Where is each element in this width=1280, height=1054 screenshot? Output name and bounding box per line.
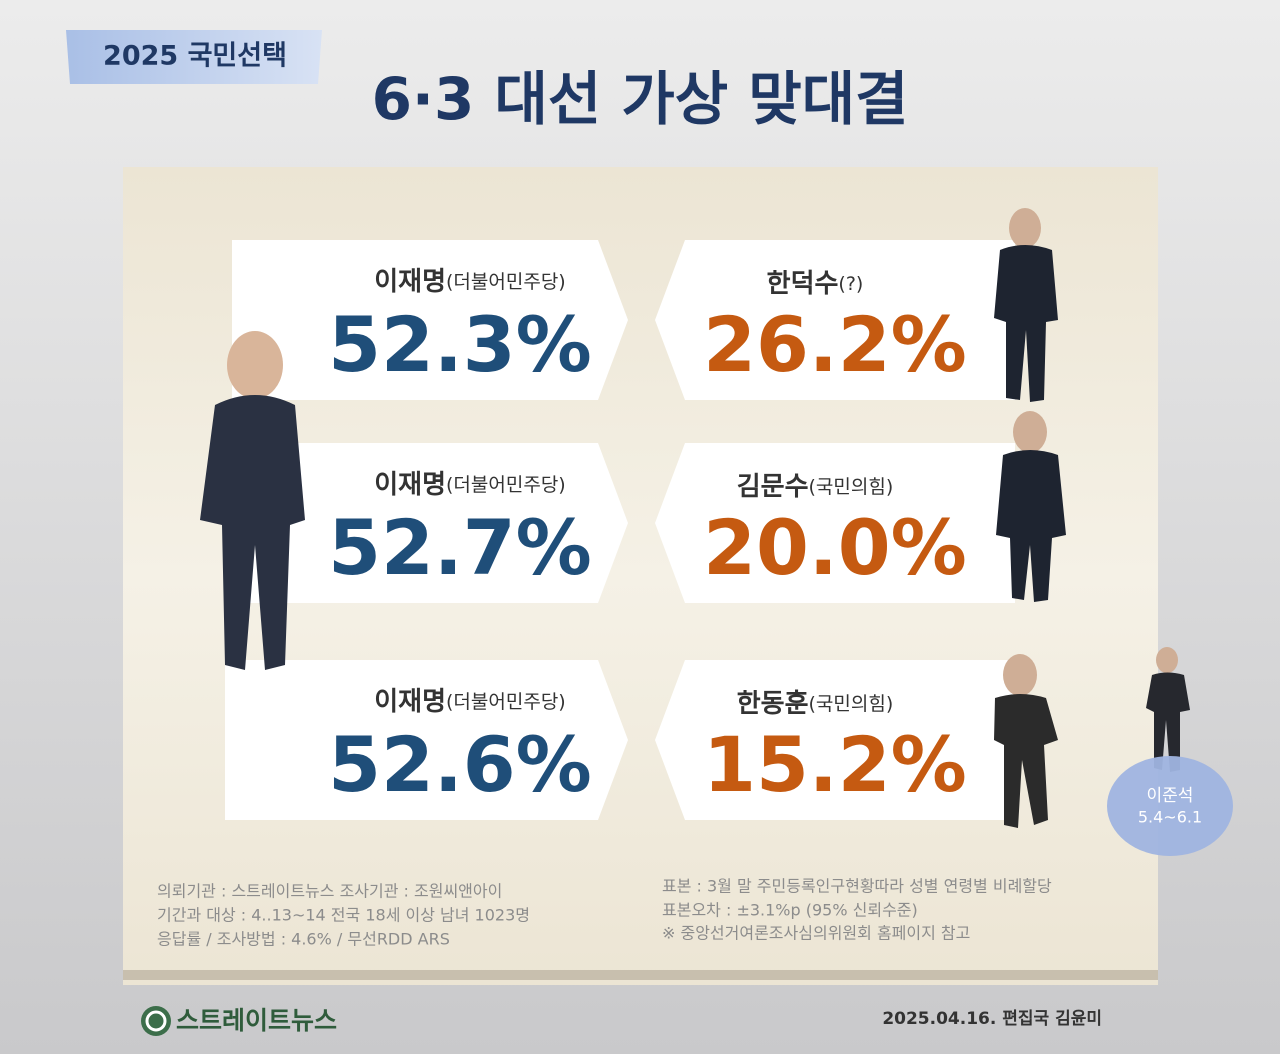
notes: 의뢰기관 : 스트레이트뉴스 조사기관 : 조원씨앤아이 기간과 대상 : 4.… [157, 877, 1052, 949]
right-card [655, 660, 1015, 820]
logo-text: 스트레이트뉴스 [176, 1006, 337, 1035]
bubble [1107, 756, 1233, 856]
party: (국민의힘) [809, 693, 894, 715]
note: 표본오차 : ±3.1%p (95% 신뢰수준) [662, 901, 918, 920]
bubble-name: 이준석 [1147, 786, 1194, 806]
logo: 스트레이트뉴스 [141, 1006, 337, 1036]
left-share: 52.3% [328, 300, 592, 389]
left-label: 이재명(더불어민주당) [374, 687, 565, 717]
left-card [232, 240, 628, 400]
left-share: 52.6% [328, 720, 592, 809]
badge-text: 2025 국민선택 [103, 41, 287, 72]
left-card [225, 660, 628, 820]
left-share: 52.7% [328, 503, 592, 592]
right-share: 20.0% [703, 503, 967, 592]
figure-right-3 [994, 654, 1058, 828]
badge-shape [66, 30, 322, 84]
note: 응답률 / 조사방법 : 4.6% / 무선RDD ARS [157, 930, 450, 949]
party: (?) [838, 273, 863, 295]
candidate-name: 이재명 [374, 470, 446, 500]
bubble-period: 5.4~6.1 [1138, 808, 1202, 827]
right-share: 26.2% [703, 300, 967, 389]
right-share: 15.2% [703, 720, 967, 809]
note: 기간과 대상 : 4..13~14 전국 18세 이상 남녀 1023명 [157, 906, 530, 925]
figure-right-1 [994, 208, 1058, 402]
title: 6·3 대선 가상 맞대결 [372, 65, 909, 133]
party: (더불어민주당) [446, 271, 566, 293]
candidate-name: 김문수 [737, 472, 809, 502]
figure-bubble [1146, 647, 1190, 772]
note: 의뢰기관 : 스트레이트뉴스 조사기관 : 조원씨앤아이 [157, 882, 502, 901]
right-card [655, 443, 1015, 603]
party: (국민의힘) [809, 476, 894, 498]
figure-right-2 [996, 411, 1066, 602]
right-label: 한덕수(?) [767, 269, 864, 299]
note: 표본 : 3월 말 주민등록인구현황따라 성별 연령별 비례할당 [662, 877, 1052, 896]
logo-mark-ring [145, 1010, 167, 1032]
candidate-name: 한동훈 [737, 689, 809, 719]
figure-left [200, 331, 305, 670]
right-label: 한동훈(국민의힘) [737, 689, 894, 719]
credit: 2025.04.16. 편집국 김윤미 [882, 1009, 1102, 1029]
panel-stripe [123, 970, 1158, 980]
left-label: 이재명(더불어민주당) [374, 267, 565, 297]
candidate-name: 한덕수 [767, 269, 839, 299]
left-label: 이재명(더불어민주당) [374, 470, 565, 500]
matchups: 이재명(더불어민주당)52.3%한덕수(?)26.2%이재명(더불어민주당)52… [225, 240, 1015, 820]
candidate-name: 이재명 [374, 267, 446, 297]
party: (더불어민주당) [446, 474, 566, 496]
party: (더불어민주당) [446, 691, 566, 713]
right-card [655, 240, 1015, 400]
right-label: 김문수(국민의힘) [737, 472, 894, 502]
candidate-name: 이재명 [374, 687, 446, 717]
left-card [232, 443, 628, 603]
note: ※ 중앙선거여론조사심의위원회 홈페이지 참고 [662, 924, 970, 943]
logo-mark [141, 1006, 171, 1036]
